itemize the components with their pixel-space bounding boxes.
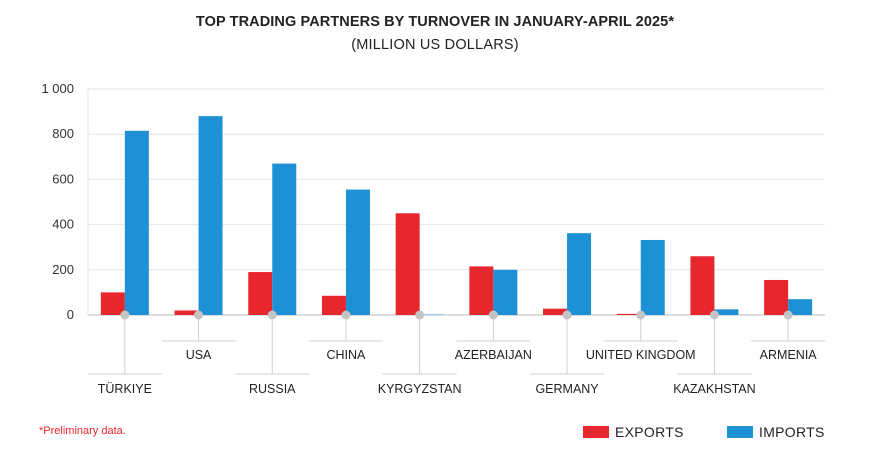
category-label: CHINA xyxy=(326,348,366,362)
category-marker-dot xyxy=(562,310,572,320)
bar-exports xyxy=(321,295,346,315)
category-label: GERMANY xyxy=(535,382,599,396)
y-tick-label: 800 xyxy=(52,126,74,141)
legend-imports-swatch xyxy=(727,426,753,438)
legend-exports-label: EXPORTS xyxy=(615,424,684,440)
category-label: ARMENIA xyxy=(760,348,818,362)
category-marker-dot xyxy=(783,310,793,320)
bar-exports xyxy=(100,292,125,315)
bar-imports xyxy=(198,116,223,316)
bar-imports xyxy=(272,163,297,315)
legend-imports: IMPORTS xyxy=(727,424,825,440)
bar-exports xyxy=(543,308,568,315)
chart-title: TOP TRADING PARTNERS BY TURNOVER IN JANU… xyxy=(195,14,675,30)
category-label: RUSSIA xyxy=(249,382,296,396)
category-label: KAZAKHSTAN xyxy=(673,382,755,396)
bar-exports xyxy=(690,256,715,315)
category-marker-dot xyxy=(120,310,130,320)
category-marker-dot xyxy=(636,310,646,320)
y-tick-label: 0 xyxy=(67,307,74,322)
category-marker-dot xyxy=(341,310,351,320)
bar-imports xyxy=(640,239,665,315)
bar-imports xyxy=(493,269,518,315)
bar-imports xyxy=(788,299,813,315)
y-tick-label: 1 000 xyxy=(41,81,74,96)
category-marker-dot xyxy=(267,310,277,320)
category-label: UNITED KINGDOM xyxy=(586,348,696,362)
y-tick-label: 400 xyxy=(52,217,74,232)
bar-exports xyxy=(616,313,641,315)
category-marker-dot xyxy=(488,310,498,320)
legend-exports-swatch xyxy=(583,426,609,438)
legend-imports-label: IMPORTS xyxy=(759,424,825,440)
bar-exports xyxy=(174,310,199,315)
bar-exports xyxy=(248,272,273,315)
bar-imports xyxy=(345,189,370,315)
footnote: *Preliminary data. xyxy=(39,425,126,437)
category-marker-dot xyxy=(709,310,719,320)
category-marker-dot xyxy=(194,310,204,320)
y-tick-label: 600 xyxy=(52,171,74,186)
bar-exports xyxy=(395,213,420,315)
category-label: AZERBAIJAN xyxy=(455,348,532,362)
y-tick-label: 200 xyxy=(52,262,74,277)
bar-imports xyxy=(714,309,739,315)
bar-imports xyxy=(567,233,592,315)
category-label: KYRGYZSTAN xyxy=(378,382,462,396)
bar-exports xyxy=(764,279,789,315)
category-marker-dot xyxy=(415,310,425,320)
bar-imports xyxy=(124,130,149,315)
chart-subtitle: (MILLION US DOLLARS) xyxy=(351,37,519,53)
bar-exports xyxy=(469,266,494,315)
legend-exports: EXPORTS xyxy=(583,424,684,440)
category-label: TÜRKIYE xyxy=(98,382,152,396)
category-label: USA xyxy=(186,348,212,362)
